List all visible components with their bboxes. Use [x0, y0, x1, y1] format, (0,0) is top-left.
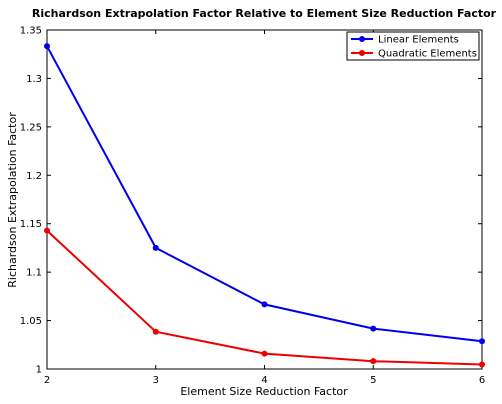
- legend: Linear Elements Quadratic Elements: [346, 31, 480, 61]
- legend-box: [346, 31, 480, 61]
- legend-marker-1: [359, 50, 365, 56]
- y-axis-label: Richardson Extrapolation Factor: [6, 112, 19, 288]
- chart-title: Richardson Extrapolation Factor Relative…: [32, 7, 497, 20]
- legend-label-1: Quadratic Elements: [378, 49, 477, 60]
- y-tick-label: 1.2: [26, 171, 42, 182]
- series-0-point: [479, 338, 485, 345]
- series-0-point: [370, 325, 377, 332]
- y-tick-label: 1.1: [26, 268, 42, 279]
- series-0-point: [152, 244, 159, 251]
- series-layer: [44, 43, 485, 368]
- x-tick-label: 2: [44, 375, 50, 386]
- legend-marker-0: [359, 36, 365, 42]
- y-tick-label: 1: [36, 365, 42, 376]
- series-1-point: [261, 350, 268, 357]
- series-0-point: [261, 301, 268, 308]
- axis-ticks: 2 3 4 5 6 1 1.05 1.1 1.15 1.2 1.25 1.3 1.35: [20, 26, 485, 387]
- y-tick-label: 1.15: [20, 219, 42, 230]
- x-axis-label: Element Size Reduction Factor: [180, 385, 348, 398]
- y-tick-label: 1.3: [26, 74, 42, 85]
- x-tick-label: 3: [153, 375, 159, 386]
- series-0-point: [44, 43, 50, 50]
- series-1-point: [479, 361, 485, 368]
- legend-items: Linear Elements Quadratic Elements: [351, 35, 477, 60]
- x-tick-label: 6: [479, 375, 485, 386]
- series-1-point: [44, 227, 50, 234]
- y-tick-label: 1.35: [20, 26, 42, 37]
- x-tick-label: 5: [370, 375, 376, 386]
- y-tick-label: 1.05: [20, 316, 42, 327]
- legend-label-0: Linear Elements: [378, 35, 459, 46]
- series-1-point: [370, 358, 377, 365]
- plot-area: [46, 29, 483, 370]
- y-tick-label: 1.25: [20, 122, 42, 133]
- x-tick-label: 4: [261, 375, 267, 386]
- series-1-point: [152, 328, 159, 335]
